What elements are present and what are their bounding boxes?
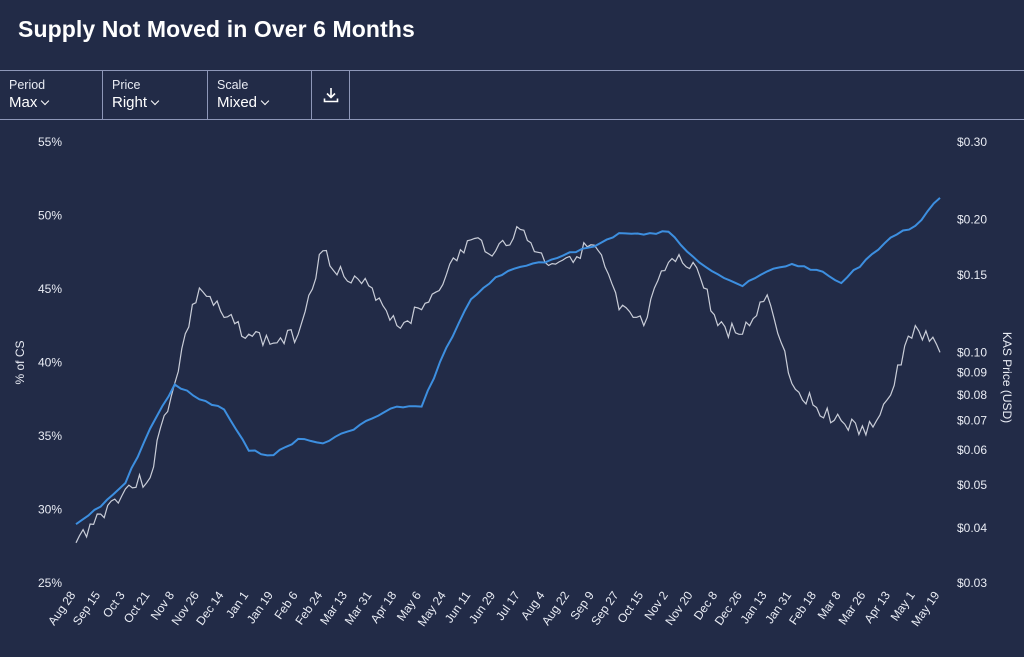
- y2-tick-label: $0.08: [957, 388, 987, 402]
- chevron-down-icon: [260, 96, 270, 106]
- x-tick-label: Oct 15: [614, 588, 646, 625]
- x-tick-label: Feb 18: [786, 588, 819, 627]
- y2-tick-label: $0.04: [957, 521, 987, 535]
- y2-tick-label: $0.05: [957, 478, 987, 492]
- period-value: Max: [9, 94, 38, 111]
- series-line-supply: [75, 197, 941, 526]
- price-dropdown[interactable]: Price Right: [103, 71, 208, 119]
- right-axis-ticks: $0.03 $0.04 $0.05 $0.06 $0.07 $0.08 $0.09 $0.10…: [957, 135, 987, 590]
- y2-tick-label: $0.09: [957, 366, 987, 380]
- scale-label: Scale: [217, 78, 249, 92]
- download-icon: [323, 88, 338, 103]
- x-tick-label: Jul 17: [493, 588, 523, 623]
- download-button[interactable]: [312, 71, 350, 119]
- x-tick-label: Mar 26: [836, 588, 869, 627]
- x-tick-label: Jun 29: [466, 588, 498, 626]
- x-tick-label: Mar 31: [342, 588, 375, 627]
- y-tick-label: 45%: [38, 282, 62, 296]
- left-axis-label: % of CS: [13, 340, 27, 384]
- price-value: Right: [112, 94, 148, 111]
- y2-tick-label: $0.30: [957, 135, 987, 149]
- period-label: Period: [9, 78, 46, 92]
- y2-tick-label: $0.07: [957, 414, 987, 428]
- period-dropdown[interactable]: Period Max: [0, 71, 103, 119]
- page-title: Supply Not Moved in Over 6 Months: [18, 16, 415, 42]
- right-axis-label: KAS Price (USD): [1000, 332, 1014, 423]
- x-tick-label: Jan 19: [244, 588, 276, 626]
- chart-area: 25%30%35%40%45%50%55% $0.03$0.04$0.05$0.…: [13, 135, 1014, 629]
- chevron-down-icon: [41, 96, 50, 106]
- y2-tick-label: $0.06: [957, 443, 987, 457]
- x-tick-label: Oct 21: [121, 588, 153, 625]
- chevron-down-icon: [150, 96, 160, 106]
- y-tick-label: 30%: [38, 503, 62, 517]
- y2-tick-label: $0.15: [957, 268, 987, 282]
- y-tick-label: 40%: [38, 356, 62, 370]
- y-tick-label: 50%: [38, 209, 62, 223]
- y-tick-label: 25%: [38, 576, 62, 590]
- x-tick-label: Apr 13: [861, 588, 893, 625]
- series-line-price: [75, 225, 941, 544]
- y-tick-label: 35%: [38, 429, 62, 443]
- left-axis-ticks: 25% 30% 35% 40% 45% 50% 55%: [38, 135, 62, 590]
- y2-tick-label: $0.20: [957, 213, 987, 227]
- scale-value: Mixed: [217, 94, 258, 111]
- chart-toolbar: Period Max Price Right Scale Mixed: [0, 70, 1024, 120]
- y2-tick-label: $0.10: [957, 345, 987, 359]
- y-tick-label: 55%: [38, 135, 62, 149]
- x-tick-label: Apr 18: [368, 588, 400, 625]
- y2-tick-label: $0.03: [957, 576, 987, 590]
- price-label: Price: [112, 78, 141, 92]
- scale-dropdown[interactable]: Scale Mixed: [208, 71, 312, 119]
